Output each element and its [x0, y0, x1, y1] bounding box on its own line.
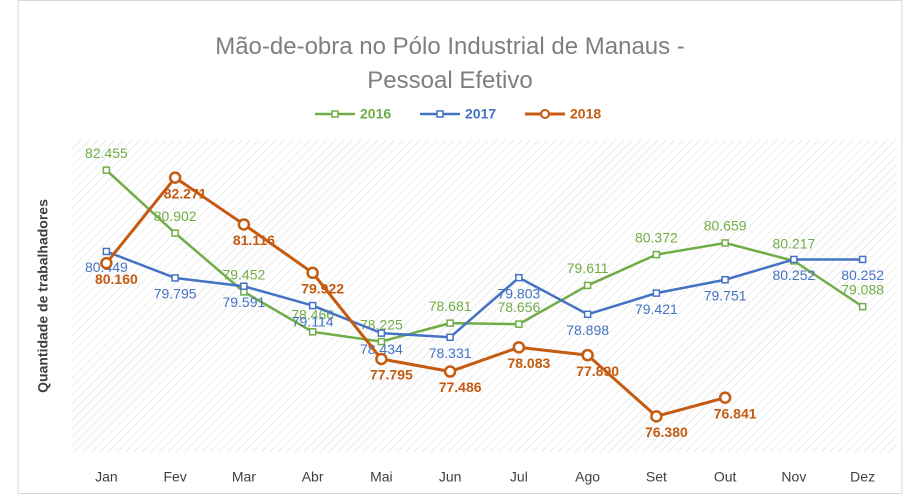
legend-label: 2016 — [360, 106, 391, 122]
data-label: 79.922 — [301, 281, 344, 297]
legend-marker — [540, 109, 550, 119]
data-label: 78.331 — [429, 345, 472, 361]
point — [168, 171, 182, 184]
point — [721, 276, 729, 284]
point — [512, 341, 526, 354]
point — [308, 328, 317, 336]
point — [446, 333, 454, 342]
point — [446, 319, 454, 327]
point — [443, 365, 457, 378]
x-tick-label: Mai — [370, 469, 393, 485]
x-tick-label: Fev — [163, 469, 186, 485]
point — [171, 229, 179, 237]
x-tick-label: Abr — [302, 469, 324, 485]
data-label: 77.890 — [576, 363, 619, 379]
data-label: 80.217 — [772, 236, 815, 252]
point — [581, 348, 594, 362]
point — [377, 337, 386, 346]
data-label: 79.088 — [841, 281, 884, 297]
point — [375, 352, 388, 366]
x-tick-label: Ago — [575, 469, 600, 485]
point — [515, 273, 523, 282]
data-label: 79.114 — [292, 313, 334, 329]
data-label: 79.591 — [222, 294, 265, 310]
data-label: 79.803 — [497, 285, 540, 301]
point — [721, 239, 729, 247]
point — [306, 266, 319, 280]
point — [718, 391, 732, 404]
data-label: 80.252 — [772, 267, 815, 283]
x-tick-label: Set — [646, 469, 667, 485]
point — [652, 289, 661, 297]
data-label: 77.795 — [370, 367, 413, 383]
series-line — [105, 250, 863, 339]
data-label: 80.902 — [154, 208, 197, 224]
data-label: 80.372 — [635, 229, 678, 245]
point — [858, 302, 867, 311]
x-tick-label: Mar — [232, 469, 256, 485]
data-label: 79.611 — [567, 260, 609, 276]
x-tick-label: Nov — [781, 469, 806, 485]
point — [790, 255, 798, 264]
x-tick-label: Jan — [95, 469, 118, 485]
point — [583, 281, 592, 290]
point — [377, 329, 386, 337]
data-label: 76.380 — [645, 424, 688, 440]
data-label: 82.271 — [164, 185, 207, 201]
point — [308, 301, 317, 310]
data-label: 78.898 — [566, 322, 609, 338]
data-label: 80.252 — [841, 267, 884, 283]
legend-marker — [436, 110, 444, 118]
point — [171, 274, 179, 282]
point — [650, 410, 663, 423]
y-axis-label: Quantidade de trabalhadores — [35, 199, 51, 393]
series-line — [105, 169, 864, 343]
legend-marker — [331, 110, 339, 118]
x-tick-label: Dez — [850, 469, 875, 485]
point — [102, 247, 111, 256]
point — [652, 250, 661, 259]
data-label: 80.160 — [95, 271, 138, 287]
x-tick-label: Jul — [510, 469, 528, 485]
chart-title: Mão-de-obra no Pólo Industrial de Manaus… — [215, 33, 685, 94]
data-label: 77.486 — [439, 379, 482, 395]
data-label: 79.421 — [635, 301, 678, 317]
plot-area — [72, 140, 897, 452]
data-label: 78.083 — [507, 355, 550, 371]
point — [102, 166, 111, 174]
data-label: 78.656 — [497, 299, 540, 315]
point — [240, 282, 248, 290]
data-label: 76.841 — [714, 405, 757, 421]
data-label: 82.455 — [85, 145, 128, 161]
point — [237, 218, 251, 231]
x-tick-label: Jun — [439, 469, 462, 485]
data-label: 81.116 — [233, 232, 275, 248]
data-label: 78.681 — [429, 298, 472, 314]
point — [858, 255, 867, 264]
point — [515, 320, 523, 328]
series-line — [105, 176, 726, 418]
x-tick-label: Out — [714, 469, 737, 485]
point — [100, 256, 113, 270]
legend-label: 2017 — [465, 106, 496, 122]
legend-label: 2018 — [570, 106, 601, 122]
data-label: 79.452 — [222, 267, 265, 283]
point — [583, 310, 592, 319]
data-label: 79.795 — [154, 286, 197, 302]
data-label: 80.659 — [704, 218, 747, 234]
data-label: 79.751 — [704, 287, 747, 303]
